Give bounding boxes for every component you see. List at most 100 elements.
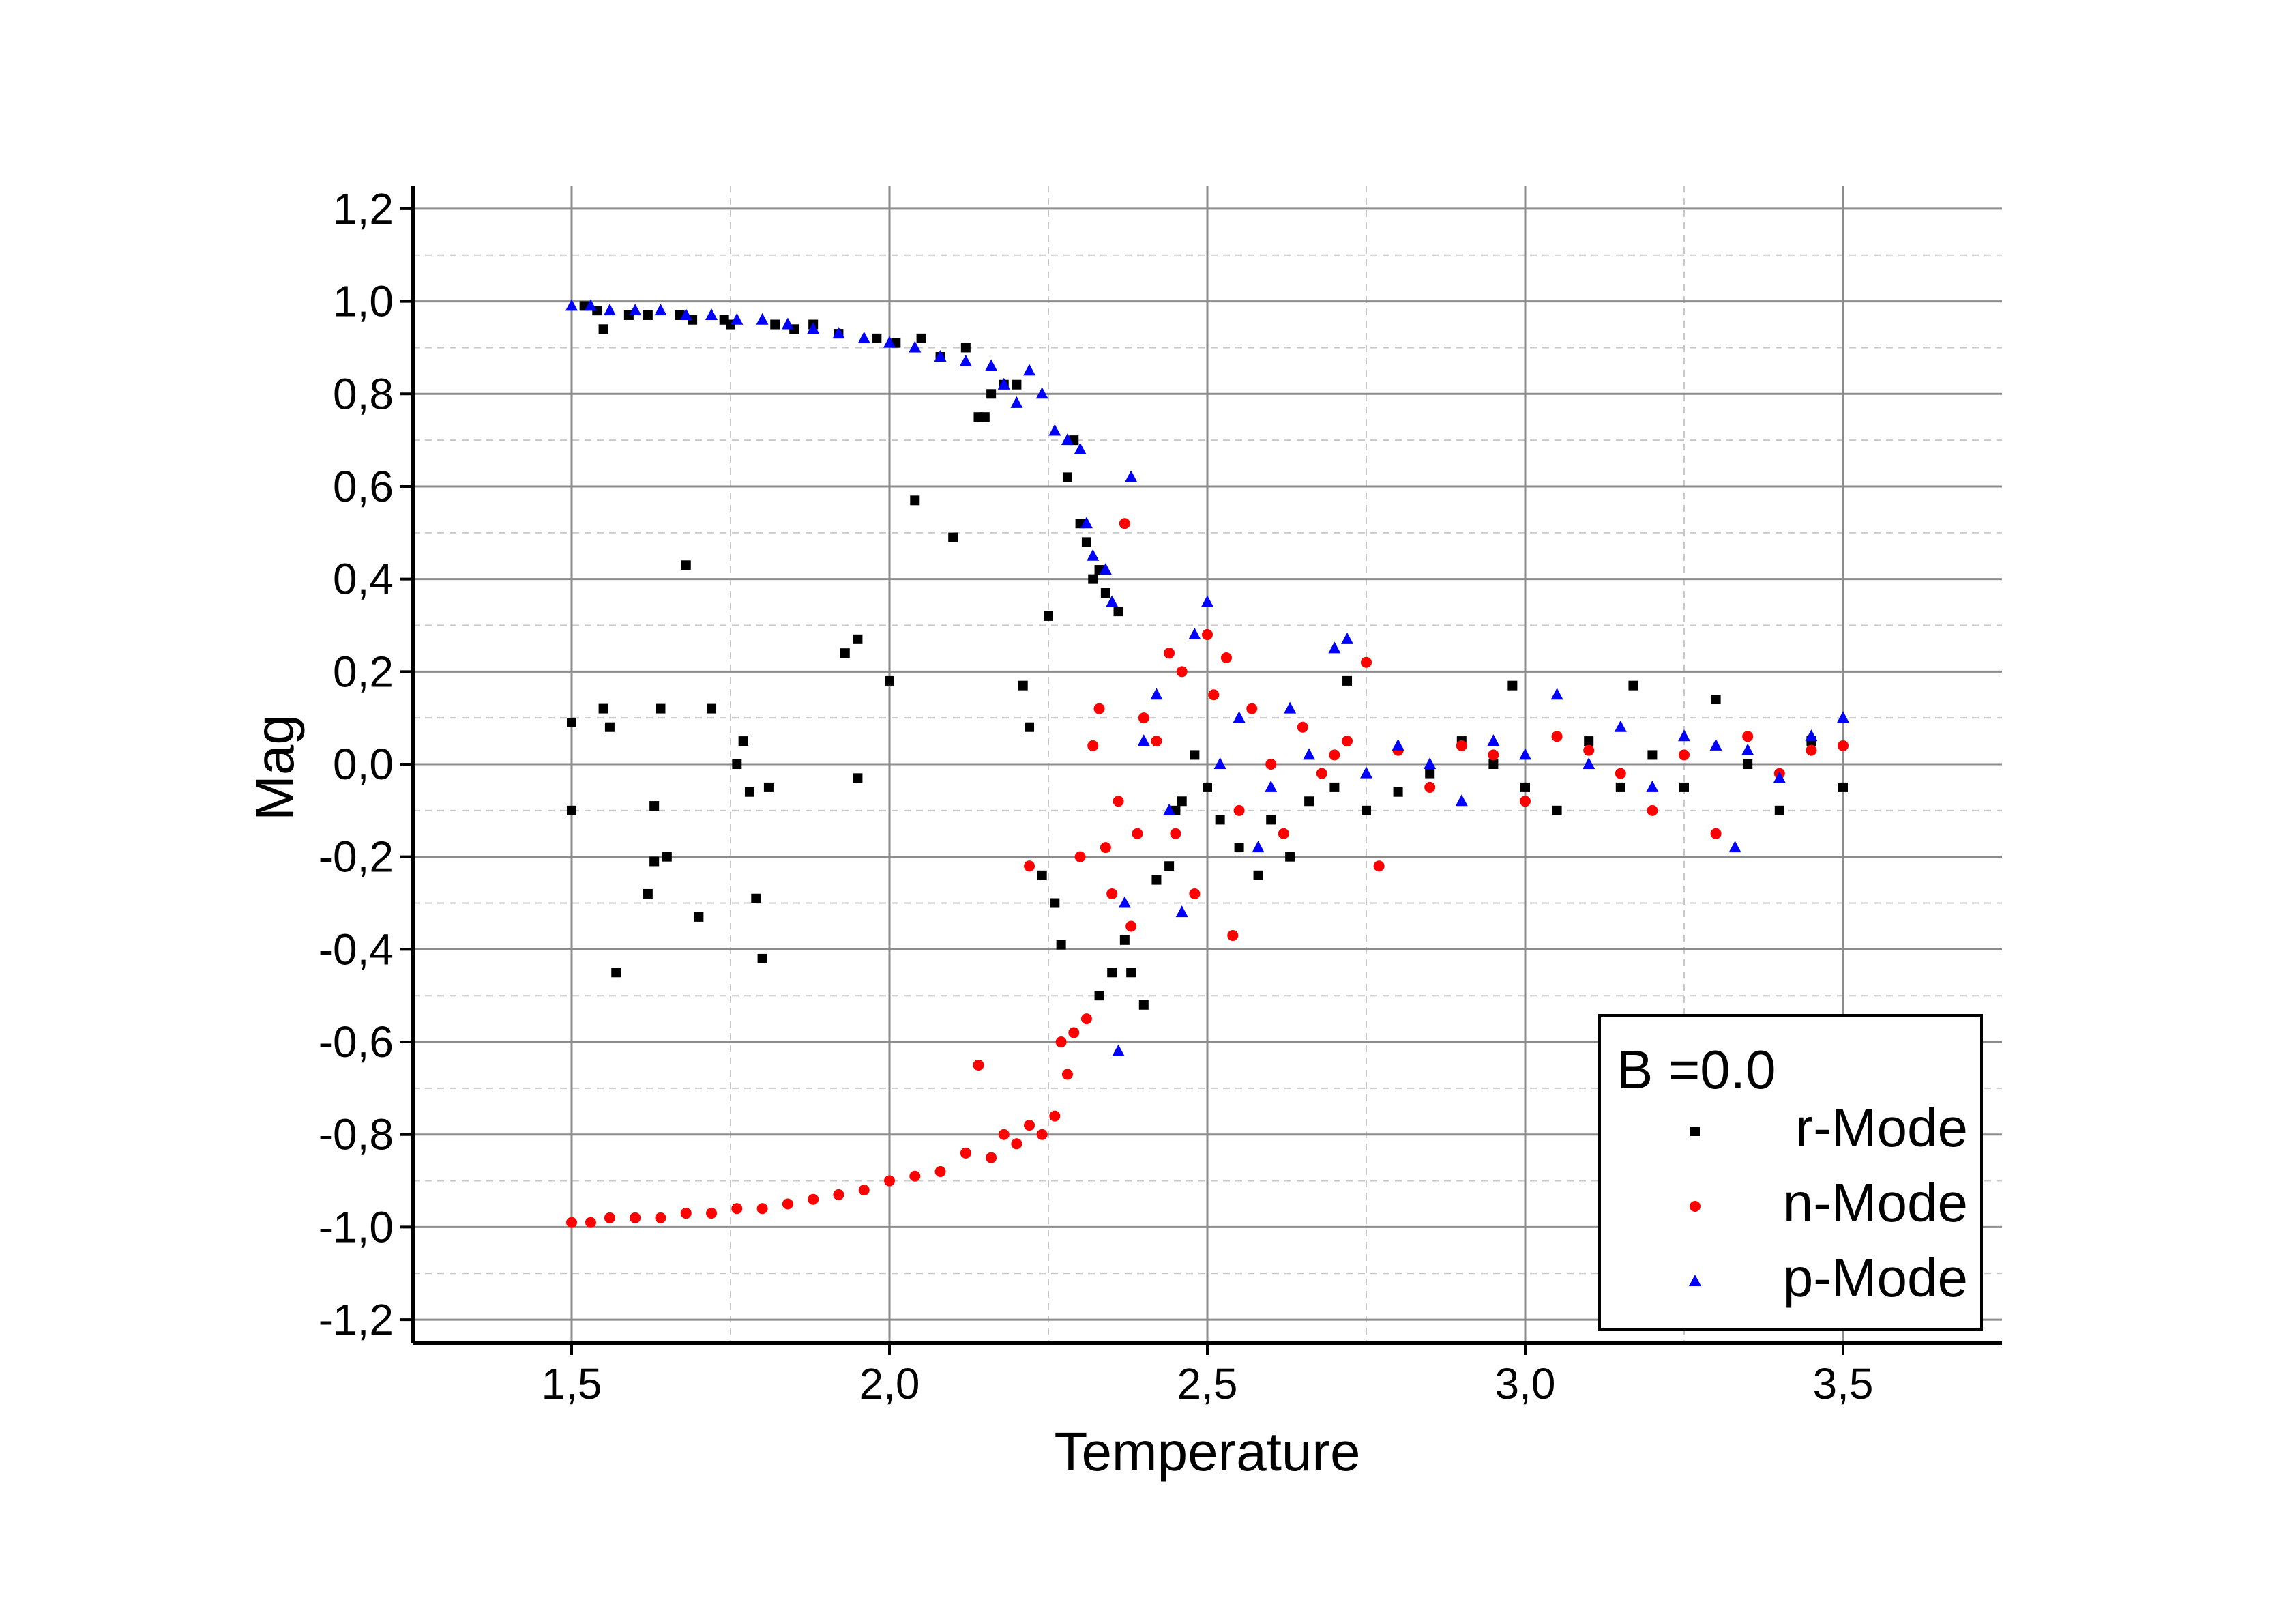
x-tick-label: 2,5 — [1177, 1359, 1238, 1408]
n-mode-point — [1080, 1013, 1092, 1025]
y-tick-label: -1,2 — [319, 1295, 394, 1344]
r-mode-point — [1425, 768, 1435, 779]
n-mode-point — [833, 1189, 844, 1200]
p-mode-point — [1455, 794, 1468, 807]
r-mode-point — [1164, 861, 1175, 871]
p-mode-point — [603, 304, 616, 316]
legend-marker-n-mode — [1690, 1201, 1701, 1212]
p-mode-point — [1728, 841, 1741, 853]
n-mode-point — [1176, 666, 1188, 678]
y-tick-label: 0,6 — [333, 462, 394, 511]
x-axis-title: Temperature — [1054, 1421, 1360, 1482]
n-mode-point — [1551, 731, 1563, 742]
p-mode-point — [857, 331, 870, 343]
x-tick-label: 3,5 — [1813, 1359, 1874, 1408]
p-mode-point — [1125, 470, 1138, 482]
r-mode-point — [1520, 782, 1530, 792]
legend-label-r-mode: r-Mode — [1795, 1097, 1968, 1158]
n-mode-point — [731, 1203, 743, 1215]
p-mode-point — [1213, 757, 1226, 769]
p-mode-point — [1424, 757, 1437, 769]
p-mode-point — [1519, 748, 1531, 760]
p-mode-point — [1035, 387, 1048, 399]
r-mode-point — [1037, 870, 1047, 880]
r-mode-point — [1507, 680, 1518, 691]
r-mode-point — [986, 389, 997, 399]
series-r-mode — [567, 301, 1848, 1010]
p-mode-point — [1583, 757, 1595, 769]
n-mode-point — [1342, 736, 1353, 747]
r-mode-point — [1203, 782, 1212, 792]
n-mode-point — [655, 1212, 666, 1223]
r-mode-point — [656, 703, 666, 714]
p-mode-point — [1201, 595, 1213, 607]
p-mode-point — [1175, 905, 1188, 918]
r-mode-point — [1177, 796, 1187, 807]
p-mode-point — [1048, 424, 1061, 436]
p-mode-point — [1023, 364, 1036, 376]
n-mode-point — [1456, 740, 1467, 751]
n-mode-point — [1132, 828, 1143, 839]
n-mode-point — [1093, 703, 1105, 714]
n-mode-point — [1170, 828, 1181, 839]
r-mode-point — [662, 852, 672, 862]
n-mode-point — [1068, 1027, 1080, 1038]
r-mode-point — [649, 856, 660, 867]
n-mode-point — [1424, 781, 1436, 793]
r-mode-point — [744, 787, 754, 797]
n-mode-point — [1055, 1036, 1067, 1048]
r-mode-point — [1025, 722, 1035, 732]
points-layer — [565, 299, 1849, 1228]
n-mode-point — [566, 1217, 577, 1228]
r-mode-point — [1215, 815, 1225, 825]
n-mode-point — [1074, 851, 1086, 862]
r-mode-point — [598, 703, 608, 714]
n-mode-point — [1024, 1120, 1035, 1131]
n-mode-point — [782, 1198, 793, 1210]
r-mode-point — [1584, 736, 1594, 746]
r-mode-point — [604, 722, 615, 732]
p-mode-point — [832, 327, 845, 339]
p-mode-point — [679, 308, 692, 320]
p-mode-point — [705, 308, 718, 320]
p-mode-point — [1773, 771, 1786, 783]
legend-marker-p-mode — [1689, 1275, 1701, 1286]
n-mode-point — [1615, 768, 1626, 779]
r-mode-point — [770, 319, 780, 330]
n-mode-point — [1316, 768, 1327, 779]
n-mode-point — [1373, 860, 1385, 872]
r-mode-point — [1081, 537, 1091, 547]
legend-box — [1598, 1014, 1983, 1331]
n-mode-point — [1189, 888, 1201, 899]
n-mode-point — [1119, 518, 1130, 529]
r-mode-point — [681, 560, 691, 570]
n-mode-point — [1710, 828, 1722, 839]
p-mode-point — [1646, 780, 1659, 792]
p-mode-point — [1741, 743, 1754, 755]
n-mode-point — [1087, 740, 1099, 751]
r-mode-point — [1743, 759, 1753, 769]
y-tick-label: 0,2 — [333, 647, 394, 696]
p-mode-point — [1284, 701, 1297, 714]
y-tick-label: -0,6 — [319, 1017, 394, 1066]
n-mode-point — [1265, 759, 1277, 770]
n-mode-point — [1742, 731, 1754, 742]
p-mode-point — [959, 354, 972, 366]
p-mode-point — [1118, 896, 1131, 908]
p-mode-point — [781, 317, 794, 330]
p-mode-point — [1106, 595, 1119, 607]
p-mode-point — [1233, 711, 1246, 723]
n-mode-point — [1647, 804, 1658, 816]
r-mode-point — [1838, 782, 1848, 792]
p-mode-point — [1837, 711, 1849, 723]
n-mode-point — [706, 1208, 718, 1219]
n-mode-point — [858, 1185, 870, 1196]
y-tick-label: 0,8 — [333, 369, 394, 418]
r-mode-point — [1304, 796, 1314, 807]
legend-title: B =0.0 — [1617, 1039, 1776, 1100]
y-tick-label: 0,4 — [333, 555, 394, 604]
r-mode-point — [960, 343, 971, 353]
r-mode-point — [1044, 611, 1053, 621]
y-tick-label: -0,4 — [319, 925, 394, 974]
